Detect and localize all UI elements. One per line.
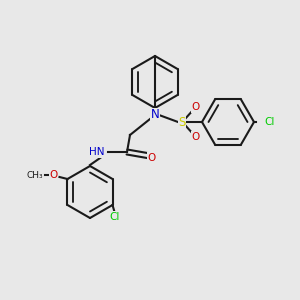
Text: O: O [148, 153, 156, 163]
Text: S: S [178, 116, 186, 128]
Text: HN: HN [89, 147, 105, 157]
Text: Cl: Cl [109, 212, 120, 222]
Text: O: O [50, 170, 58, 180]
Text: O: O [192, 132, 200, 142]
Text: CH₃: CH₃ [27, 170, 44, 179]
Text: O: O [192, 102, 200, 112]
Text: Cl: Cl [264, 117, 274, 127]
Text: N: N [151, 109, 159, 122]
